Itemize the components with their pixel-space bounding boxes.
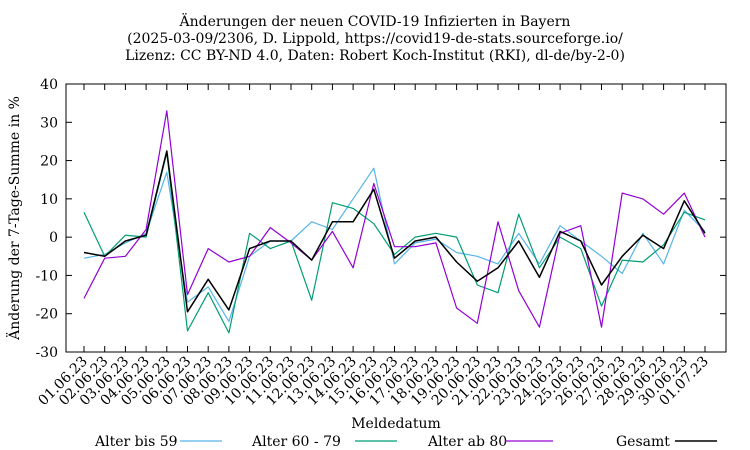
y-tick-label: 10 [40, 192, 58, 208]
y-tick-label: 40 [40, 77, 58, 93]
axes [65, 83, 727, 353]
x-ticks: 01.06.2302.06.2303.06.2304.06.2305.06.23… [35, 84, 712, 409]
x-axis-label: Meldedatum [351, 416, 441, 432]
legend-label-3: Alter ab 80 [427, 434, 507, 450]
chart-title-line-1: Änderungen der neuen COVID-19 Infizierte… [179, 14, 571, 30]
legend-label-4: Gesamt [616, 434, 670, 450]
series-line-3 [83, 110, 706, 328]
series-line-1 [83, 167, 706, 322]
legend-label-2: Alter 60 - 79 [251, 434, 341, 450]
series-line-4 [83, 150, 706, 313]
legend-label-1: Alter bis 59 [94, 434, 178, 450]
legend: Alter bis 59 Alter 60 - 79 Alter ab 80 Gesa… [94, 434, 717, 450]
y-axis-label: Änderung der 7-Tage-Summe in % [5, 96, 23, 341]
y-tick-label: -10 [35, 268, 58, 284]
y-tick-label: 30 [40, 115, 58, 131]
y-tick-label: -20 [35, 307, 58, 323]
plot-frame [65, 83, 727, 353]
y-tick-label: -30 [35, 345, 58, 361]
chart-title-line-3: Lizenz: CC BY-ND 4.0, Daten: Robert Koch… [125, 48, 625, 64]
chart-title-line-2: (2025-03-09/2306, D. Lippold, https://co… [127, 31, 623, 47]
y-tick-label: 0 [49, 230, 58, 246]
y-ticks: -30 -20 -10 0 10 20 30 40 [35, 77, 726, 361]
series-line-2 [83, 152, 706, 334]
y-tick-label: 20 [40, 154, 58, 170]
series-lines [83, 110, 706, 334]
